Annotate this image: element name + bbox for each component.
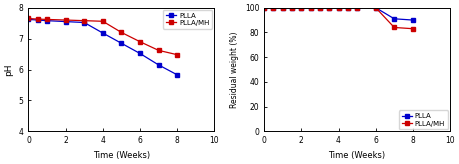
Line: PLLA/MH: PLLA/MH bbox=[27, 17, 179, 56]
PLLA/MH bbox=[354, 7, 360, 9]
Y-axis label: pH: pH bbox=[4, 63, 13, 76]
PLLA bbox=[271, 7, 276, 9]
PLLA/MH bbox=[63, 19, 68, 21]
PLLA/MH bbox=[298, 7, 304, 9]
Legend: PLLA, PLLA/MH: PLLA, PLLA/MH bbox=[399, 110, 448, 129]
PLLA/MH bbox=[118, 31, 124, 33]
Line: PLLA: PLLA bbox=[263, 6, 414, 22]
PLLA bbox=[81, 21, 87, 23]
PLLA/MH bbox=[44, 18, 50, 20]
Line: PLLA/MH: PLLA/MH bbox=[263, 6, 414, 31]
Legend: PLLA, PLLA/MH: PLLA, PLLA/MH bbox=[163, 10, 212, 29]
PLLA bbox=[317, 7, 323, 9]
PLLA bbox=[156, 64, 161, 66]
X-axis label: Time (Weeks): Time (Weeks) bbox=[329, 151, 386, 160]
PLLA/MH bbox=[137, 41, 143, 43]
PLLA/MH bbox=[174, 54, 180, 56]
PLLA/MH bbox=[410, 28, 415, 30]
PLLA bbox=[280, 7, 285, 9]
PLLA bbox=[35, 19, 40, 21]
PLLA/MH bbox=[280, 7, 285, 9]
PLLA/MH bbox=[308, 7, 313, 9]
PLLA/MH bbox=[326, 7, 332, 9]
PLLA/MH bbox=[345, 7, 351, 9]
X-axis label: Time (Weeks): Time (Weeks) bbox=[93, 151, 150, 160]
Line: PLLA: PLLA bbox=[27, 18, 179, 77]
PLLA/MH bbox=[289, 7, 295, 9]
PLLA bbox=[262, 7, 267, 9]
PLLA bbox=[174, 74, 180, 76]
PLLA bbox=[326, 7, 332, 9]
PLLA bbox=[26, 18, 31, 20]
PLLA bbox=[298, 7, 304, 9]
PLLA bbox=[44, 20, 50, 22]
PLLA bbox=[345, 7, 351, 9]
PLLA/MH bbox=[336, 7, 341, 9]
PLLA bbox=[373, 7, 378, 9]
PLLA/MH bbox=[271, 7, 276, 9]
PLLA bbox=[354, 7, 360, 9]
PLLA/MH bbox=[26, 18, 31, 20]
PLLA bbox=[289, 7, 295, 9]
PLLA/MH bbox=[100, 20, 106, 22]
PLLA bbox=[137, 52, 143, 54]
PLLA bbox=[63, 21, 68, 23]
PLLA/MH bbox=[373, 7, 378, 9]
PLLA/MH bbox=[81, 20, 87, 22]
PLLA/MH bbox=[35, 18, 40, 20]
PLLA bbox=[100, 32, 106, 34]
PLLA bbox=[308, 7, 313, 9]
Y-axis label: Residual weight (%): Residual weight (%) bbox=[230, 31, 239, 108]
PLLA bbox=[336, 7, 341, 9]
PLLA bbox=[410, 19, 415, 21]
PLLA bbox=[392, 18, 397, 20]
PLLA/MH bbox=[317, 7, 323, 9]
PLLA/MH bbox=[392, 26, 397, 28]
PLLA/MH bbox=[156, 49, 161, 51]
PLLA bbox=[118, 42, 124, 44]
PLLA/MH bbox=[262, 7, 267, 9]
